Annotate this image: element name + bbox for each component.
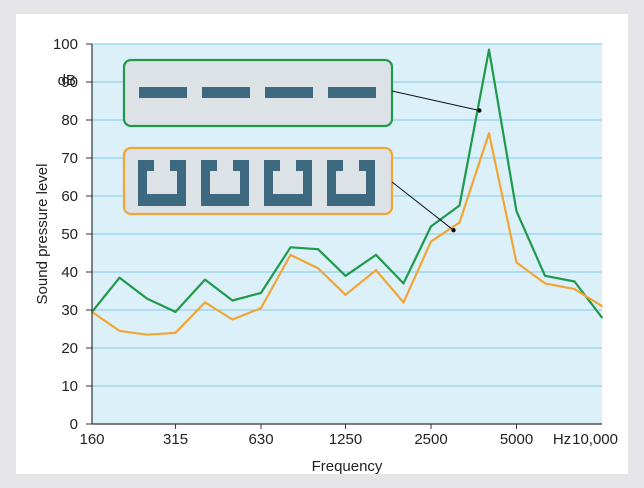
slot-shape [201, 160, 249, 206]
y-tick-label: 80 [61, 112, 78, 129]
x-tick-label: 315 [163, 431, 188, 448]
data-point [174, 331, 177, 334]
data-point [289, 246, 292, 249]
data-point [430, 225, 432, 228]
y-tick-label: 100 [53, 36, 78, 53]
y-axis-title: Sound pressure level [34, 164, 51, 305]
data-point [375, 254, 377, 256]
tick-labels: 0 10 20 30 40 50 60 70 80 90 100 160 315 630 1250 2500 5… [53, 36, 618, 448]
y-unit-label: dB [58, 72, 76, 89]
x-tick-label: 1250 [329, 431, 362, 448]
inset-box [122, 58, 394, 128]
data-point [488, 48, 490, 51]
x-tick-label: 10,000 [572, 431, 618, 448]
data-point [458, 204, 461, 207]
data-point [430, 240, 432, 243]
pointer-line [391, 181, 454, 231]
y-tick-label: 70 [61, 150, 78, 167]
x-tick-label: 160 [79, 431, 104, 448]
data-point [260, 307, 262, 309]
dash-segment [328, 87, 376, 98]
continuous-strip [122, 58, 482, 128]
y-tick-label: 90 [61, 74, 78, 91]
data-point [573, 280, 576, 283]
slot-shape [327, 160, 375, 206]
data-point [402, 282, 405, 285]
data-point [204, 301, 206, 304]
data-point [260, 292, 262, 294]
slotted-pattern [122, 146, 456, 233]
data-point [375, 269, 377, 271]
data-point [601, 305, 603, 308]
insets [122, 58, 482, 233]
data-point [402, 301, 405, 304]
data-point [544, 274, 546, 277]
data-point [601, 316, 603, 319]
y-tick-label: 30 [61, 302, 78, 319]
data-point [488, 132, 490, 135]
data-point [146, 297, 148, 300]
data-point [317, 248, 319, 251]
data-point [317, 267, 319, 270]
x-tick-label: 2500 [414, 431, 447, 448]
data-point [573, 288, 576, 290]
y-tick-label: 50 [61, 226, 78, 243]
dash-segment [265, 87, 313, 98]
sound-pressure-chart: 0 10 20 30 40 50 60 70 80 90 100 160 315 630 1250 2500 5… [34, 36, 618, 474]
data-point [515, 261, 518, 264]
y-tick-label: 40 [61, 264, 78, 281]
series-lines [91, 48, 603, 336]
pointer-line [391, 90, 480, 111]
data-point [231, 299, 234, 302]
x-unit-label: Hz [553, 431, 571, 448]
y-tick-label: 20 [61, 340, 78, 357]
pointer-dot [477, 108, 482, 113]
x-tick-label: 630 [249, 431, 274, 448]
x-axis-title: Frequency [312, 458, 383, 474]
slot-shape [264, 160, 312, 206]
data-point [515, 210, 518, 213]
y-tick-label: 0 [70, 416, 78, 433]
dash-segment [139, 87, 187, 98]
y-tick-label: 10 [61, 378, 78, 395]
data-point [344, 274, 347, 277]
dash-segment [202, 87, 250, 98]
data-point [344, 293, 347, 296]
slot-shape [138, 160, 186, 206]
pointer-dot [451, 228, 456, 233]
data-point [289, 254, 292, 256]
data-point [118, 276, 121, 279]
axes [86, 43, 602, 429]
data-point [204, 278, 206, 281]
data-point [146, 333, 148, 336]
data-point [458, 221, 461, 224]
chart-frame: 0 10 20 30 40 50 60 70 80 90 100 160 315 630 1250 2500 5… [16, 14, 628, 474]
data-point [174, 311, 177, 313]
data-point [544, 282, 546, 285]
data-point [118, 330, 121, 332]
x-tick-label: 5000 [500, 431, 533, 448]
y-tick-label: 60 [61, 188, 78, 205]
data-point [231, 318, 234, 321]
inset-box [122, 146, 394, 216]
